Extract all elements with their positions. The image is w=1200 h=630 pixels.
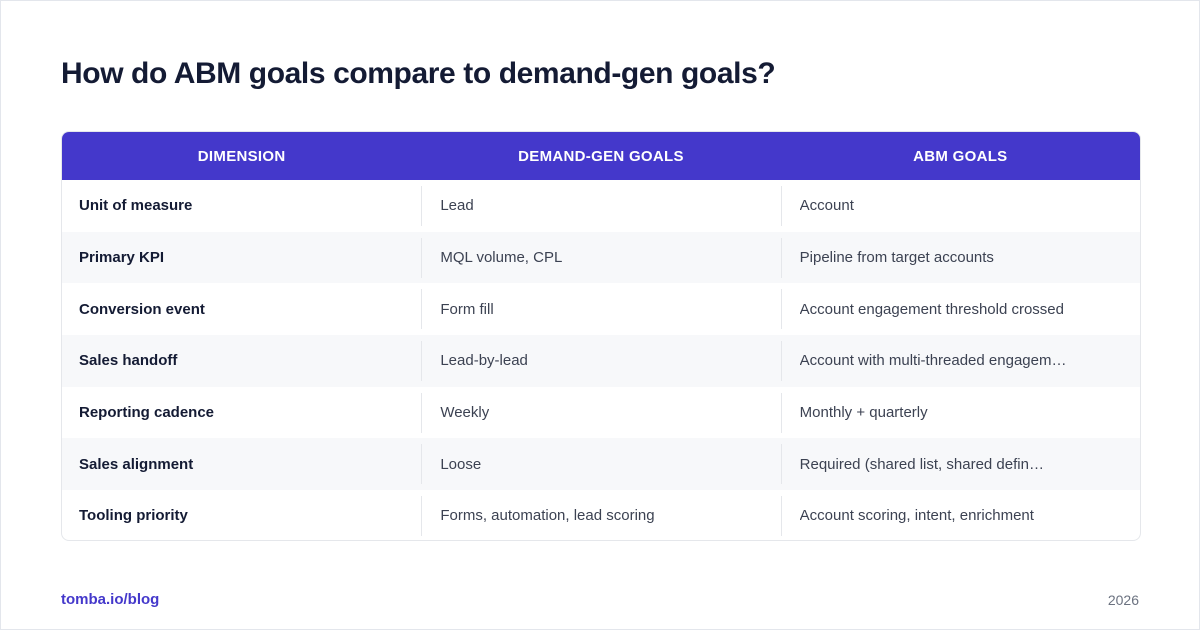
row-dimension: Tooling priority [79, 507, 188, 525]
row-dimension: Reporting cadence [79, 404, 215, 422]
table-header: DIMENSION DEMAND-GEN GOALS ABM GOALS [62, 132, 1140, 180]
row-demand-gen-value: Weekly [421, 392, 780, 433]
table-row: Conversion event Form fill Account engag… [62, 283, 1140, 335]
table-row: Sales handoff Lead-by-lead Account with … [62, 335, 1140, 387]
row-abm-value: Account scoring, intent, enrichment [780, 495, 1140, 536]
table-row: Sales alignment Loose Required (shared l… [62, 438, 1140, 491]
row-dimension: Sales handoff [79, 352, 178, 370]
row-dimension: Unit of measure [79, 197, 193, 215]
table-row: Tooling priority Forms, automation, lead… [62, 490, 1140, 540]
header-dimension: DIMENSION [197, 147, 286, 165]
row-demand-gen-value: Loose [421, 444, 780, 485]
table-row: Primary KPI MQL volume, CPL Pipeline fro… [62, 231, 1140, 284]
row-demand-gen-value: Lead-by-lead [421, 340, 780, 381]
row-dimension: Primary KPI [79, 249, 165, 267]
row-demand-gen-value: Form fill [421, 289, 780, 330]
comparison-table: DIMENSION DEMAND-GEN GOALS ABM GOALS Uni… [61, 131, 1141, 541]
row-abm-value: Account engagement threshold crossed [780, 289, 1140, 330]
header-demand-gen-goals: DEMAND-GEN GOALS [518, 147, 684, 165]
year-label: 2026 [1107, 592, 1139, 608]
row-abm-value: Account [780, 185, 1140, 226]
row-abm-value: Pipeline from target accounts [780, 237, 1140, 278]
row-demand-gen-value: MQL volume, CPL [421, 237, 780, 278]
row-abm-value: Account with multi-threaded engagem… [780, 340, 1140, 381]
header-abm-goals: ABM GOALS [913, 147, 1008, 165]
row-demand-gen-value: Forms, automation, lead scoring [421, 495, 780, 536]
row-dimension: Conversion event [79, 300, 205, 318]
row-dimension: Sales alignment [79, 455, 194, 473]
blog-link[interactable]: tomba.io/blog [61, 591, 160, 608]
row-demand-gen-value: Lead [421, 185, 780, 226]
page-title: How do ABM goals compare to demand-gen g… [61, 57, 776, 90]
table-row: Unit of measure Lead Account [62, 180, 1140, 232]
row-abm-value: Required (shared list, shared defin… [780, 444, 1140, 485]
row-abm-value: Monthly + quarterly [780, 392, 1140, 433]
table-row: Reporting cadence Weekly Monthly + quart… [62, 387, 1140, 439]
